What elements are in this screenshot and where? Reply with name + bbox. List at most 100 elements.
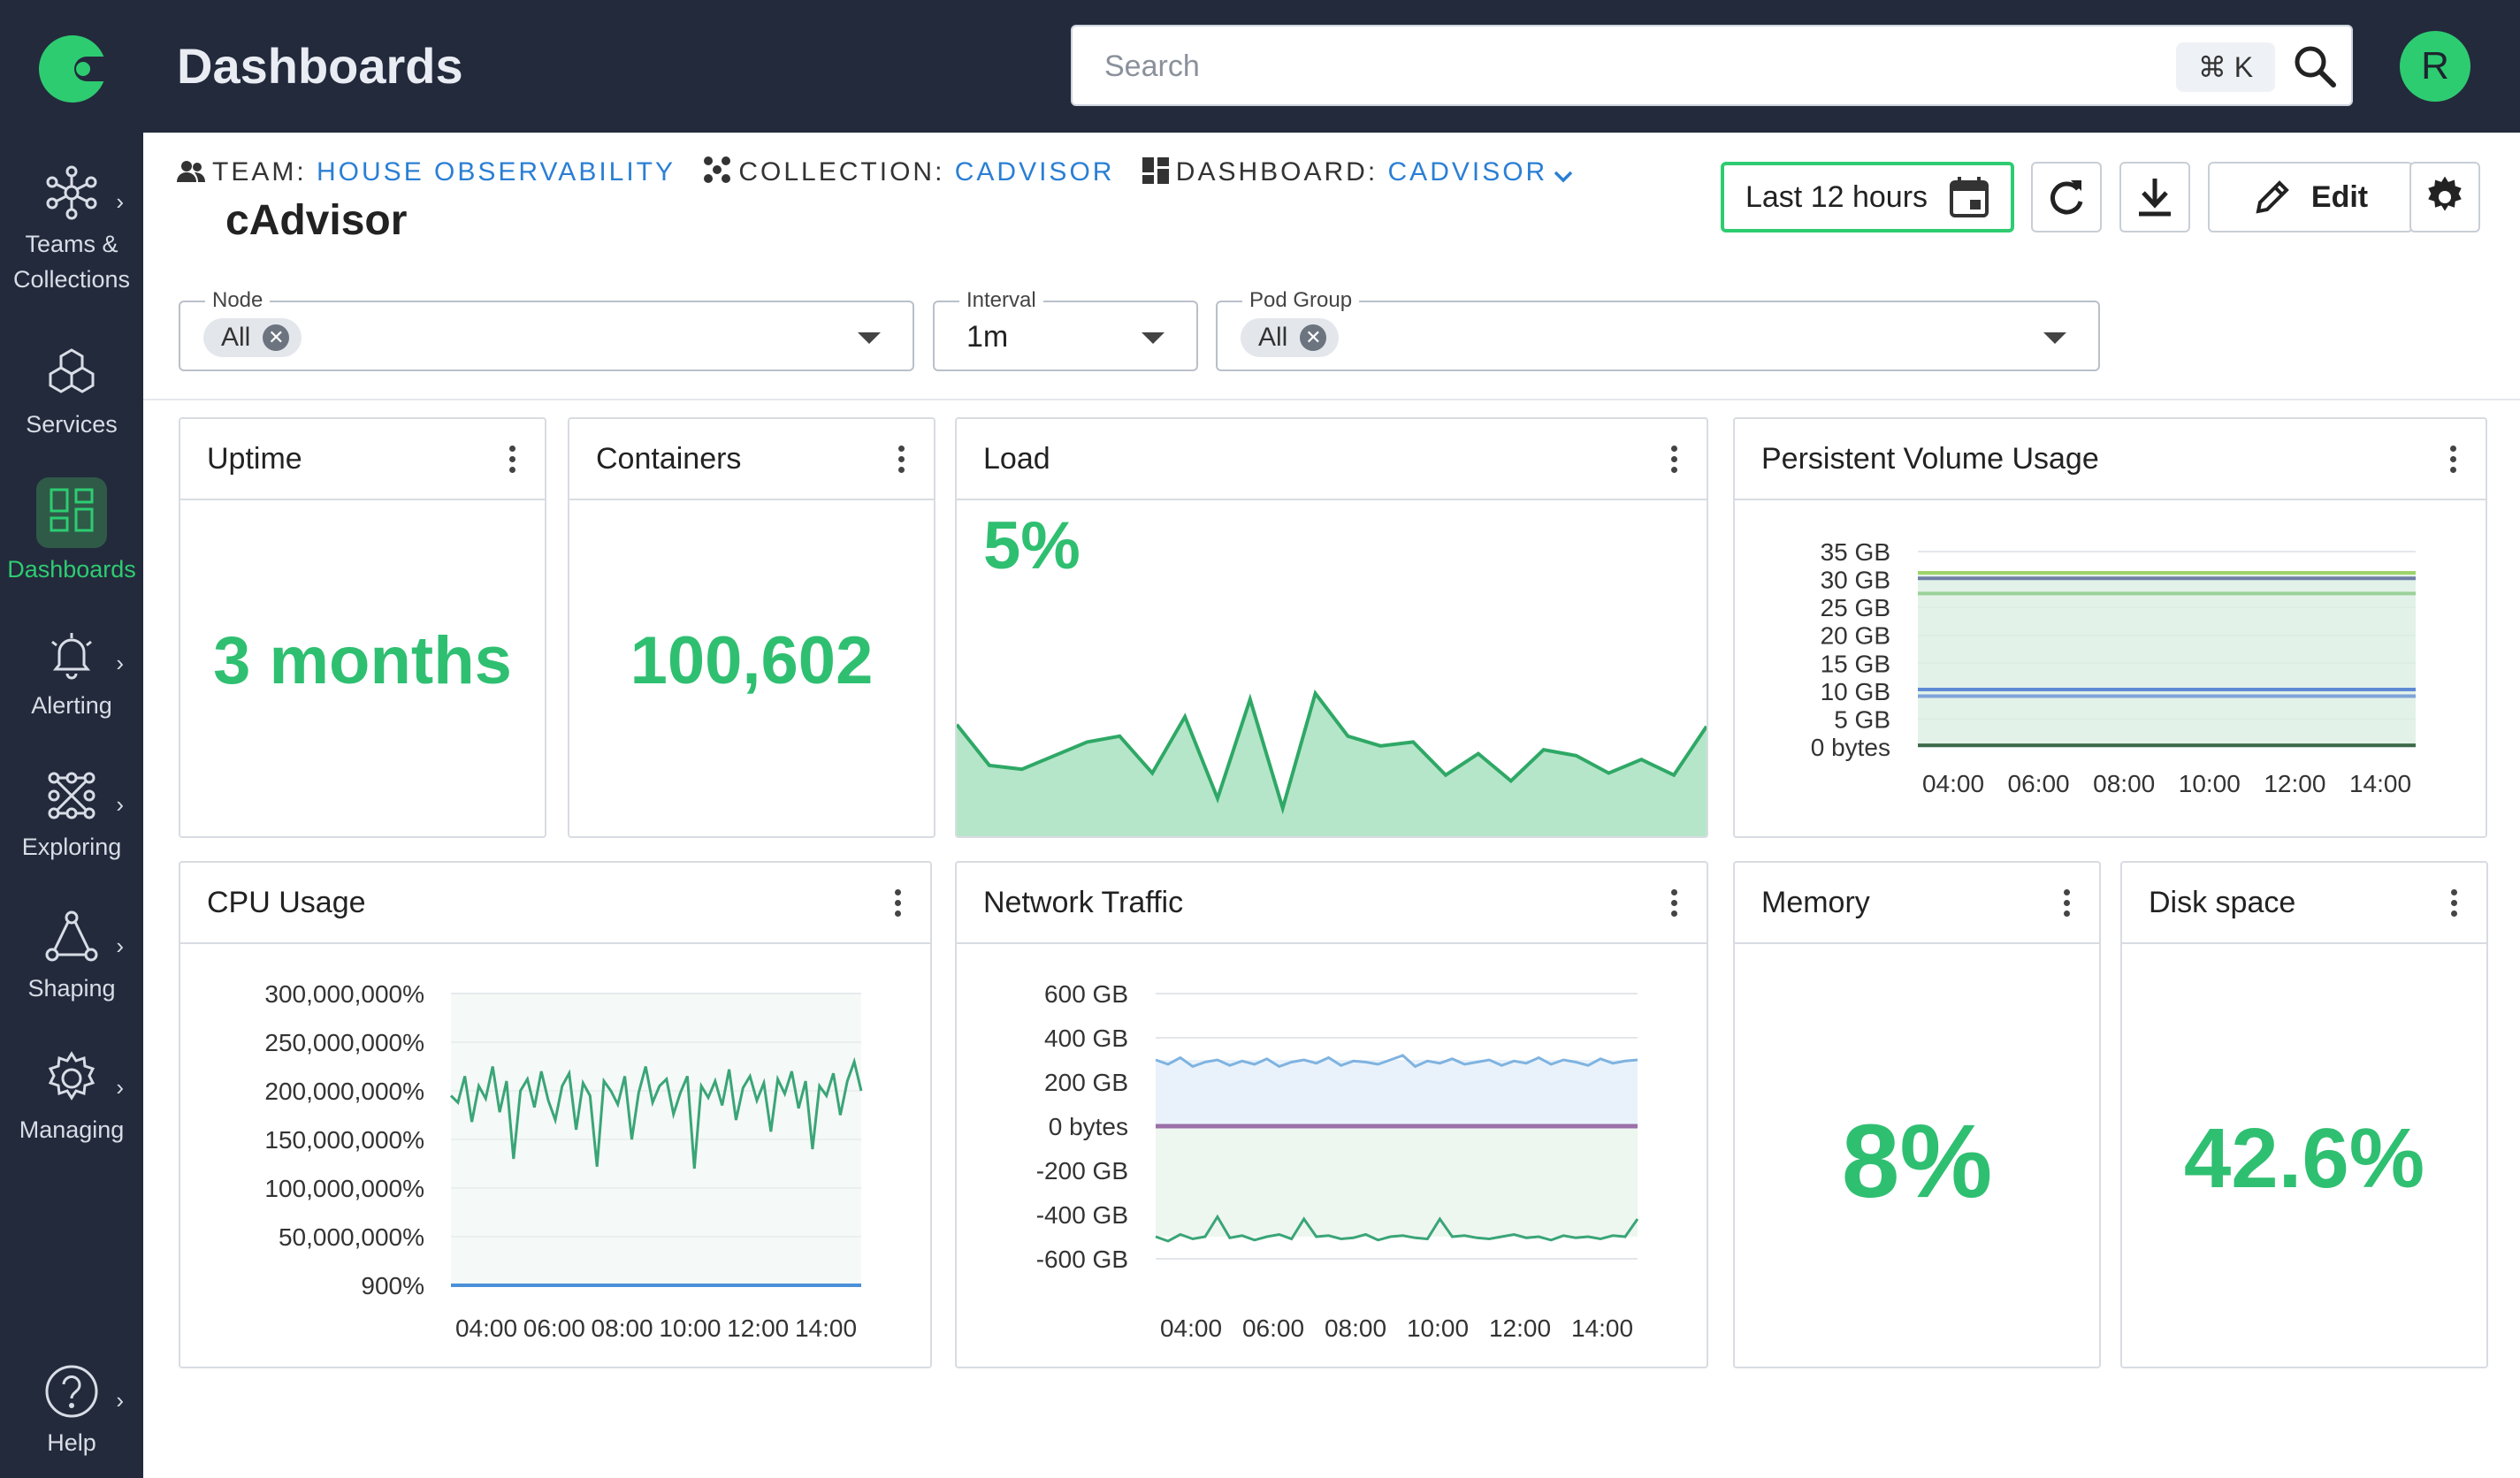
- download-button[interactable]: [2119, 162, 2190, 232]
- sidebar-item-alerting[interactable]: › Alerting: [0, 626, 143, 723]
- panel-header: Memory: [1735, 863, 2099, 944]
- load-area: [957, 693, 1707, 836]
- sidebar-item-teams-collections[interactable]: › Teams & Collections: [0, 164, 143, 297]
- node-filter[interactable]: Node All ✕: [179, 288, 914, 371]
- net-series-line: [1155, 1054, 1638, 1069]
- chevron-right-icon: ›: [116, 1387, 124, 1413]
- chip-label: All: [1258, 323, 1288, 352]
- dropdown-caret-icon[interactable]: [2043, 332, 2066, 344]
- pod-group-filter[interactable]: Pod Group All ✕: [1216, 288, 2100, 371]
- refresh-button[interactable]: [2031, 162, 2102, 232]
- kebab-menu-icon[interactable]: [1671, 446, 1677, 477]
- load-line: [957, 689, 1707, 815]
- interval-value: 1m: [966, 320, 1009, 354]
- breadcrumb: TEAM: HOUSE OBSERVABILITY COLLECTION: CA…: [177, 156, 1581, 187]
- panel-header: Uptime: [180, 419, 545, 500]
- divider: [143, 399, 2520, 400]
- search-icon[interactable]: [2291, 42, 2339, 90]
- time-range-button[interactable]: Last 12 hours: [1721, 162, 2014, 232]
- sidebar-item-managing[interactable]: › Managing: [0, 1050, 143, 1147]
- interval-filter[interactable]: Interval 1m: [933, 288, 1198, 371]
- dropdown-caret-icon[interactable]: [858, 332, 881, 344]
- containers-value: 100,602: [630, 623, 874, 698]
- breadcrumb-dashboard-label: DASHBOARD:: [1175, 157, 1378, 187]
- cpu-usage-chart: 300,000,000% 250,000,000% 200,000,000% 150,…: [264, 980, 863, 1342]
- sidebar-item-label: Shaping: [27, 975, 116, 1002]
- avatar[interactable]: R: [2400, 31, 2470, 102]
- sidebar-item-exploring[interactable]: › Exploring: [0, 767, 143, 865]
- net-fill-upper: [1156, 1060, 1638, 1126]
- x-tick-label: 04:00: [1922, 770, 1984, 797]
- cpu-usage-panel: CPU Usage 300,000,000% 250,000,000% 200,00…: [179, 861, 932, 1368]
- top-header: Dashboards Search ⌘ K R: [143, 0, 2520, 133]
- panel-title: Disk space: [2149, 886, 2296, 919]
- panel-header: Load: [957, 419, 1707, 500]
- x-tick-label: 12:00: [727, 1314, 789, 1342]
- help-circle-icon: [45, 1365, 98, 1418]
- containers-panel: Containers 100,602: [568, 417, 935, 838]
- panel-header: Containers: [569, 419, 934, 500]
- sidebar-item-label: Alerting: [31, 692, 112, 719]
- chevron-right-icon: ›: [116, 650, 124, 676]
- search-placeholder: Search: [1104, 50, 1200, 83]
- kebab-menu-icon[interactable]: [2064, 889, 2070, 921]
- x-tick-label: 04:00: [455, 1314, 517, 1342]
- collection-icon: [704, 156, 731, 183]
- sidebar-item-dashboards[interactable]: Dashboards: [0, 477, 143, 587]
- breadcrumb-team-label: TEAM:: [212, 157, 307, 187]
- y-tick-label: 20 GB: [1821, 622, 1890, 650]
- chip-label: All: [221, 323, 251, 352]
- sidebar-item-shaping[interactable]: › Shaping: [0, 909, 143, 1006]
- kebab-menu-icon[interactable]: [895, 889, 901, 921]
- network-traffic-chart: 600 GB 400 GB 200 GB 0 bytes -200 GB -400 GB -…: [1036, 980, 1639, 1342]
- remove-chip-icon[interactable]: ✕: [263, 324, 290, 351]
- page-title: Dashboards: [177, 38, 463, 94]
- settings-button[interactable]: [2409, 162, 2480, 232]
- network-traffic-panel: Network Traffic 600 GB 400 GB 200 GB 0 byte…: [955, 861, 1708, 1368]
- node-filter-label: Node: [205, 288, 271, 313]
- panel-title: CPU Usage: [207, 886, 366, 919]
- net-series-line: [1155, 1214, 1639, 1243]
- sidebar-item-label: Help: [47, 1429, 96, 1456]
- kebab-menu-icon[interactable]: [898, 446, 905, 477]
- cpu-series-line: [449, 1056, 863, 1169]
- y-tick-label: 30 GB: [1821, 567, 1890, 594]
- panel-title: Network Traffic: [983, 886, 1184, 919]
- y-tick-label: 5 GB: [1834, 705, 1890, 733]
- load-value: 5%: [983, 508, 1081, 583]
- dropdown-caret-icon[interactable]: [1142, 332, 1165, 344]
- sidebar-item-label: Collections: [12, 266, 131, 293]
- y-tick-label: 200,000,000%: [264, 1078, 424, 1105]
- refresh-icon: [2050, 180, 2083, 215]
- x-tick-label: 08:00: [1325, 1314, 1386, 1342]
- breadcrumb-team-link[interactable]: HOUSE OBSERVABILITY: [317, 157, 676, 187]
- search-input[interactable]: Search ⌘ K: [1071, 25, 2353, 106]
- remove-chip-icon[interactable]: ✕: [1300, 324, 1327, 351]
- y-tick-label: 150,000,000%: [264, 1126, 424, 1154]
- panel-title: Persistent Volume Usage: [1761, 442, 2099, 476]
- sidebar-item-label: Teams &: [25, 231, 118, 257]
- kebab-menu-icon[interactable]: [2451, 889, 2457, 921]
- breadcrumb-dashboard-link[interactable]: CADVISOR: [1387, 157, 1548, 187]
- memory-value: 8%: [1841, 1103, 1993, 1220]
- y-tick-label: 600 GB: [1044, 980, 1128, 1008]
- sidebar-item-services[interactable]: Services: [0, 345, 143, 442]
- app-logo[interactable]: [39, 35, 106, 103]
- kebab-menu-icon[interactable]: [2450, 446, 2456, 477]
- panel-title: Containers: [596, 442, 742, 476]
- panel-title: Load: [983, 442, 1050, 476]
- x-tick-label: 06:00: [2008, 770, 2070, 797]
- sidebar-item-help[interactable]: › Help: [0, 1363, 143, 1460]
- breadcrumb-collection-link[interactable]: CADVISOR: [954, 157, 1115, 187]
- y-tick-label: 900%: [361, 1272, 424, 1299]
- sidebar-item-label: Services: [26, 411, 118, 438]
- edit-button[interactable]: Edit: [2208, 162, 2413, 232]
- sidebar: › Teams & Collections Services Dashboard…: [0, 0, 143, 1478]
- chevron-down-icon[interactable]: [1553, 170, 1574, 184]
- kebab-menu-icon[interactable]: [1671, 889, 1677, 921]
- sidebar-item-label: Dashboards: [7, 556, 136, 583]
- x-tick-label: 12:00: [2264, 770, 2325, 797]
- keyboard-shortcut-badge: ⌘ K: [2176, 42, 2275, 92]
- kebab-menu-icon[interactable]: [509, 446, 515, 477]
- chevron-right-icon: ›: [116, 188, 124, 215]
